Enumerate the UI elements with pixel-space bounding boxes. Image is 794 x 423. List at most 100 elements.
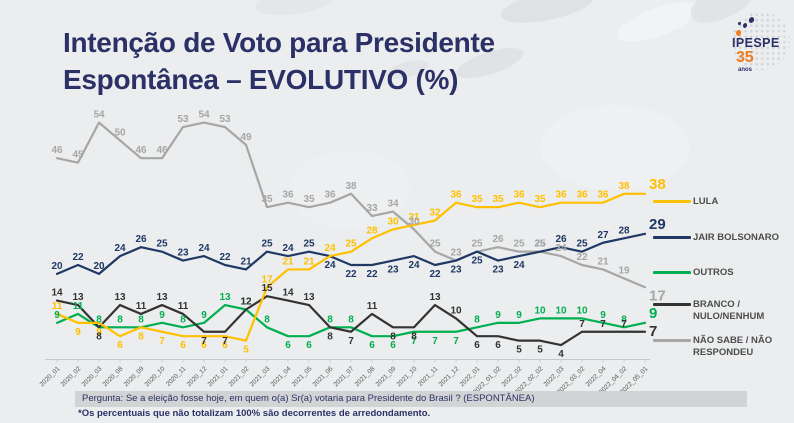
data-label: 14 [51, 288, 63, 299]
data-label: 25 [513, 239, 525, 250]
data-label: 8 [138, 314, 144, 325]
logo-years: 35 [736, 49, 754, 66]
data-label: 21 [303, 256, 315, 267]
data-label: 13 [429, 292, 441, 303]
data-label: 5 [243, 345, 249, 356]
x-axis-label: 2020_12 [186, 365, 209, 388]
data-label: 6 [306, 340, 312, 351]
data-label: 46 [51, 145, 63, 156]
series-line-lula [55, 192, 647, 342]
legend-item: JAIR BOLSONARO [653, 232, 779, 244]
data-label: 46 [135, 145, 147, 156]
data-label: 24 [555, 243, 567, 254]
legend-item-label: LULA [693, 196, 719, 207]
data-label: 22 [576, 252, 588, 263]
data-label: 9 [75, 327, 81, 338]
x-axis-label: 2021_10 [396, 365, 419, 388]
data-label: 32 [429, 208, 441, 219]
data-label: 20 [93, 261, 105, 272]
data-label: 5 [516, 345, 522, 356]
data-label: 4 [558, 349, 564, 360]
data-label: 30 [408, 216, 420, 227]
legend-line-swatch [653, 200, 691, 203]
data-label: 29 [649, 216, 666, 233]
data-label: 45 [72, 150, 84, 161]
data-label: 8 [96, 331, 102, 342]
data-label: 24 [114, 243, 126, 254]
data-label: 54 [198, 110, 210, 121]
data-label: 11 [73, 301, 84, 312]
data-label: 36 [450, 190, 462, 201]
data-label: 35 [492, 194, 504, 205]
legend-line-swatch [653, 236, 691, 239]
x-axis-label: 2021_11 [417, 365, 440, 388]
legend-item-label: NÃO SABE / NÃO RESPONDEU [693, 335, 773, 358]
data-label: 23 [450, 248, 462, 259]
dotted-globe-icon [732, 12, 790, 70]
ipespe-logo: IPESPE 35 anos [714, 6, 790, 78]
legend-line-swatch [653, 303, 691, 306]
chart-legend: LULA JAIR BOLSONARO OUTROS BRANCO / NULO/NE… [653, 0, 793, 380]
data-label: 11 [178, 301, 189, 312]
data-label: 13 [72, 292, 84, 303]
data-label: 50 [114, 127, 126, 138]
data-label: 22 [429, 269, 441, 280]
data-label: 6 [222, 340, 228, 351]
legend-line-swatch [653, 339, 691, 342]
data-label: 46 [156, 145, 168, 156]
logo-dot-icon [736, 30, 741, 36]
data-label: 6 [369, 340, 375, 351]
data-label: 36 [324, 190, 336, 201]
logo-caption: anos [738, 67, 753, 73]
data-label: 8 [96, 314, 102, 325]
x-axis-label: 2020_02 [60, 365, 83, 388]
data-label: 38 [345, 181, 357, 192]
data-label: 13 [219, 292, 231, 303]
data-label: 10 [534, 305, 546, 316]
legend-item-label: JAIR BOLSONARO [693, 232, 780, 243]
data-label: 8 [138, 331, 144, 342]
data-label: 6 [390, 340, 396, 351]
data-label: 36 [513, 190, 525, 201]
data-label: 7 [432, 336, 438, 347]
data-label: 7 [201, 336, 207, 347]
data-label: 24 [324, 260, 336, 271]
data-label: 33 [366, 203, 378, 214]
data-label: 8 [327, 314, 333, 325]
data-label: 6 [117, 340, 123, 351]
data-label: 8 [348, 314, 354, 325]
data-label: 23 [492, 265, 504, 276]
data-label: 8 [327, 331, 333, 342]
data-label: 21 [240, 256, 252, 267]
x-axis-label: 2021_08 [354, 365, 377, 388]
data-label: 13 [114, 292, 126, 303]
x-axis-label: 2021_09 [375, 365, 398, 388]
series-line-outros [55, 303, 647, 338]
data-label: 9 [495, 310, 501, 321]
data-label: 8 [117, 314, 123, 325]
data-label: 7 [621, 319, 627, 330]
data-label: 9 [159, 310, 165, 321]
logo-name: IPESPE [732, 36, 780, 50]
data-label: 7 [453, 336, 459, 347]
data-label: 27 [597, 230, 609, 241]
data-label: 5 [537, 345, 543, 356]
series-line-branco-nulo-nenhum [55, 295, 647, 347]
data-label: 8 [390, 331, 396, 342]
data-label: 23 [387, 265, 399, 276]
data-label: 25 [534, 239, 546, 250]
data-label: 54 [93, 110, 105, 121]
x-axis-label: 2020_03 [81, 365, 104, 388]
data-label: 25 [345, 239, 357, 250]
data-label: 12 [240, 297, 252, 308]
data-label: 7 [159, 336, 165, 347]
x-axis-label: 2020_09 [123, 365, 146, 388]
data-label: 9 [600, 310, 606, 321]
legend-item-label: BRANCO / NULO/NENHUM [693, 299, 765, 322]
data-label: 23 [450, 265, 462, 276]
data-label: 25 [471, 256, 483, 267]
data-label: 22 [219, 252, 231, 263]
data-label: 24 [513, 260, 525, 271]
